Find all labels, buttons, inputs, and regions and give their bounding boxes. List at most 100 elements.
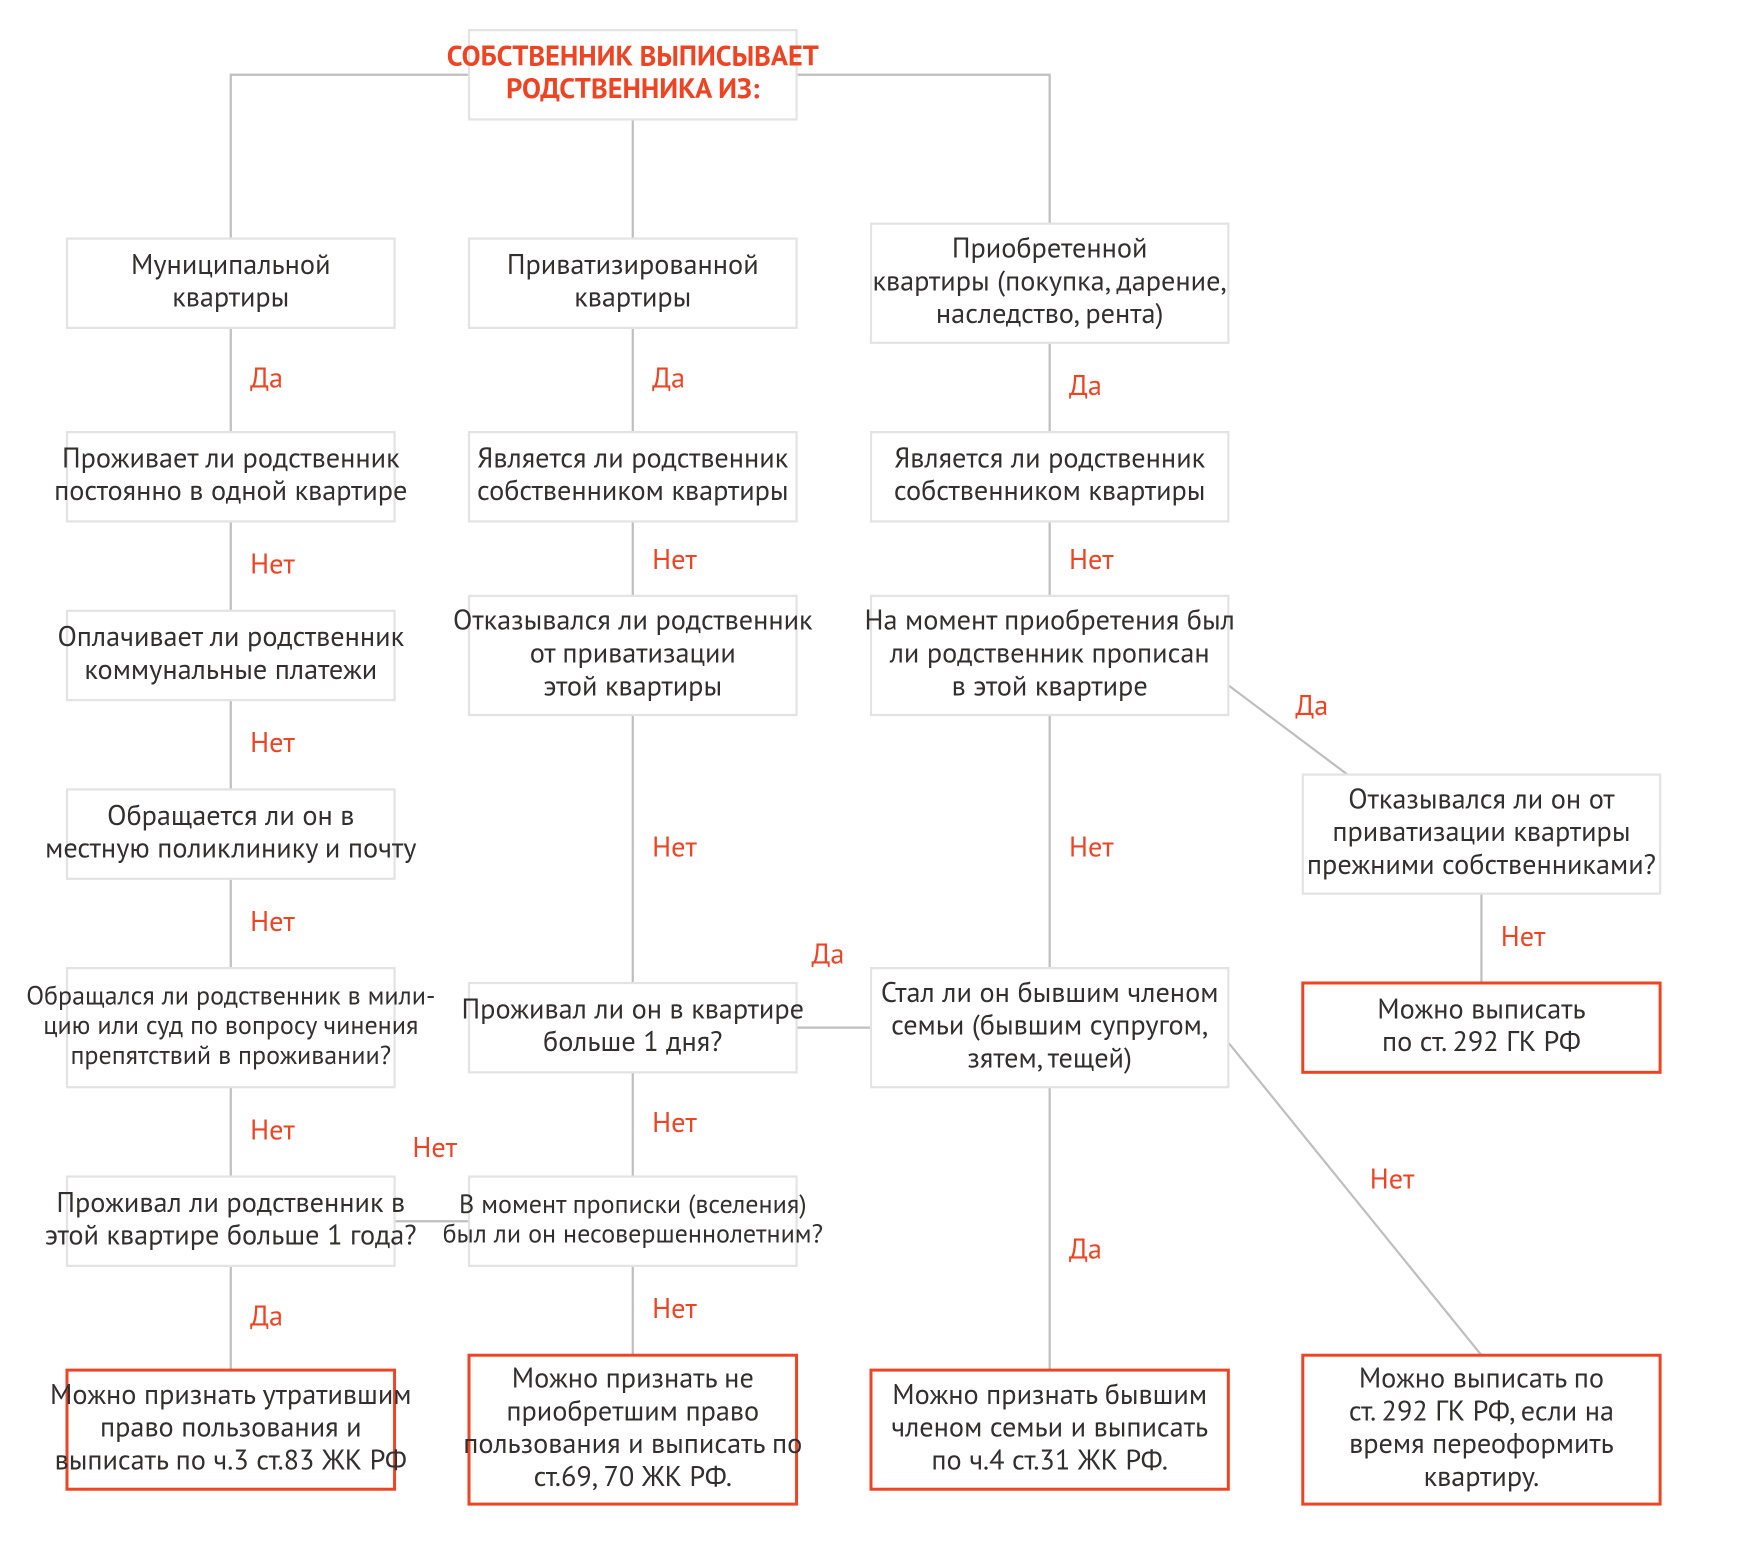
node-d2: Можно выписатьпо ст. 292 ГК РФ bbox=[1303, 983, 1660, 1072]
edge-label-21: Да bbox=[1069, 1229, 1102, 1266]
node-c1-line-0: Приобретенной bbox=[952, 229, 1148, 266]
node-a4-line-0: Обращается ли он в bbox=[107, 796, 354, 833]
node-c5-line-1: семьи (бывшим супругом, bbox=[891, 1006, 1208, 1043]
node-bR-line-1: приобретшим право bbox=[506, 1391, 759, 1428]
node-c2-line-1: собственником квартиры bbox=[894, 471, 1206, 508]
nodes: СОБСТВЕННИК ВЫПИСЫВАЕТРОДСТВЕННИКА ИЗ: Му… bbox=[26, 30, 1660, 1504]
node-d2-line-0: Можно выписать bbox=[1377, 989, 1585, 1026]
node-a3-line-0: Оплачивает ли родственник bbox=[57, 617, 404, 654]
node-b3: Отказывался ли родственникот приватизаци… bbox=[453, 596, 813, 715]
edge-2 bbox=[797, 75, 1050, 224]
node-cR-line-1: членом семьи и выписать bbox=[891, 1408, 1208, 1445]
edge-label-5: Да bbox=[1069, 366, 1102, 403]
edges bbox=[231, 75, 1482, 1370]
node-aR: Можно признать утратившимправо пользован… bbox=[50, 1370, 411, 1489]
edge-label-20: Нет bbox=[652, 1289, 697, 1326]
node-bR: Можно признать неприобретшим правопользо… bbox=[463, 1355, 802, 1504]
node-dR-line-1: ст. 292 ГК РФ, если на bbox=[1349, 1391, 1614, 1428]
node-dR-line-2: время переоформить bbox=[1349, 1424, 1614, 1461]
edge-label-15: Да bbox=[811, 935, 844, 972]
edge-label-18: Нет bbox=[412, 1128, 457, 1165]
edge-label-9: Нет bbox=[250, 723, 295, 760]
node-aR-line-0: Можно признать утратившим bbox=[50, 1375, 411, 1412]
node-cR-line-0: Можно признать бывшим bbox=[892, 1375, 1207, 1412]
node-c1-line-2: наследство, рента) bbox=[936, 294, 1164, 331]
node-c3-line-2: в этой квартире bbox=[952, 666, 1148, 703]
node-bR-line-3: ст.69, 70 ЖК РФ. bbox=[534, 1457, 732, 1494]
edge-label-13: Нет bbox=[1501, 917, 1546, 954]
edge-0 bbox=[231, 75, 469, 239]
node-b1-line-0: Приватизированной bbox=[507, 245, 759, 282]
edge-22 bbox=[1228, 1043, 1481, 1356]
node-title-line-1: РОДСТВЕННИКА ИЗ: bbox=[506, 69, 760, 106]
node-c5: Стал ли он бывшим членомсемьи (бывшим су… bbox=[871, 968, 1228, 1087]
node-a6: Проживал ли родственник вэтой квартире б… bbox=[45, 1177, 417, 1266]
node-aR-line-1: право пользования и bbox=[100, 1408, 362, 1445]
edge-label-4: Да bbox=[652, 358, 685, 395]
node-a3: Оплачивает ли родственниккоммунальные пл… bbox=[57, 611, 404, 700]
node-b3-line-2: этой квартиры bbox=[543, 666, 722, 703]
node-b3-line-0: Отказывался ли родственник bbox=[453, 601, 813, 638]
node-c3-line-1: ли родственник прописан bbox=[889, 634, 1210, 671]
node-a1: Муниципальнойквартиры bbox=[67, 239, 395, 328]
edge-label-16: Нет bbox=[250, 1110, 295, 1147]
edge-label-14: Нет bbox=[250, 902, 295, 939]
edge-label-10: Нет bbox=[652, 827, 697, 864]
node-dR: Можно выписать пост. 292 ГК РФ, если нав… bbox=[1303, 1355, 1660, 1504]
node-a5-line-2: препятствий в проживании? bbox=[70, 1038, 391, 1072]
node-a1-line-1: квартиры bbox=[172, 278, 289, 315]
node-b2-line-1: собственником квартиры bbox=[477, 471, 789, 508]
node-c2-line-0: Является ли родственник bbox=[894, 438, 1205, 475]
node-b5-line-0: Проживал ли он в квартире bbox=[462, 989, 804, 1026]
node-a2-line-0: Проживает ли родственник bbox=[62, 438, 400, 475]
node-d1-line-1: приватизации квартиры bbox=[1332, 812, 1630, 849]
node-bR-line-0: Можно признать не bbox=[512, 1359, 754, 1396]
edge-label-11: Нет bbox=[1069, 827, 1114, 864]
node-d1-line-0: Отказывался ли он от bbox=[1348, 779, 1615, 816]
edge-label-12: Да bbox=[1295, 686, 1328, 723]
edge-label-8: Нет bbox=[1069, 540, 1114, 577]
node-b1-line-1: квартиры bbox=[574, 278, 691, 315]
node-d1-line-2: прежними собственниками? bbox=[1307, 845, 1656, 882]
node-c2: Является ли родственниксобственником ква… bbox=[871, 432, 1228, 521]
node-b2-line-0: Является ли родственник bbox=[477, 438, 788, 475]
node-c1: Приобретеннойквартиры (покупка, дарение,… bbox=[871, 224, 1228, 343]
node-dR-line-3: квартиру. bbox=[1424, 1457, 1540, 1494]
node-b6: В момент прописки (вселения)был ли он не… bbox=[443, 1177, 823, 1266]
node-dR-line-0: Можно выписать по bbox=[1359, 1359, 1604, 1396]
node-c5-line-2: зятем, тещей) bbox=[967, 1038, 1131, 1075]
node-cR-line-2: по ч.4 ст.31 ЖК РФ. bbox=[931, 1440, 1168, 1477]
edge-label-19: Да bbox=[250, 1296, 283, 1333]
node-c5-line-0: Стал ли он бывшим членом bbox=[881, 973, 1219, 1010]
edge-label-6: Нет bbox=[250, 545, 295, 582]
node-bR-line-2: пользования и выписать по bbox=[463, 1424, 802, 1461]
node-a6-line-0: Проживал ли родственник в bbox=[56, 1183, 405, 1220]
node-a4-line-1: местную поликлинику и почту bbox=[45, 829, 416, 866]
node-d1: Отказывался ли он отприватизации квартир… bbox=[1303, 775, 1660, 894]
flowchart: СОБСТВЕННИК ВЫПИСЫВАЕТРОДСТВЕННИКА ИЗ: Му… bbox=[0, 0, 1742, 1564]
node-d2-line-1: по ст. 292 ГК РФ bbox=[1382, 1022, 1581, 1059]
node-b5: Проживал ли он в квартиребольше 1 дня? bbox=[462, 983, 804, 1072]
node-c3: На момент приобретения былли родственник… bbox=[864, 596, 1234, 715]
node-cR: Можно признать бывшимчленом семьи и выпи… bbox=[871, 1370, 1228, 1489]
node-b5-line-1: больше 1 дня? bbox=[543, 1022, 722, 1059]
node-c1-line-1: квартиры (покупка, дарение, bbox=[873, 261, 1227, 298]
node-b6-line-1: был ли он несовершеннолетним? bbox=[443, 1217, 823, 1251]
node-a3-line-1: коммунальные платежи bbox=[84, 650, 377, 687]
node-b2: Является ли родственниксобственником ква… bbox=[469, 432, 797, 521]
node-a1-line-0: Муниципальной bbox=[131, 245, 330, 282]
edge-label-22: Нет bbox=[1370, 1159, 1415, 1196]
node-a6-line-1: этой квартире больше 1 года? bbox=[45, 1216, 417, 1253]
edge-12 bbox=[1228, 685, 1347, 774]
node-a2-line-1: постоянно в одной квартире bbox=[54, 471, 407, 508]
node-title: СОБСТВЕННИК ВЫПИСЫВАЕТРОДСТВЕННИКА ИЗ: bbox=[447, 30, 819, 119]
node-b1: Приватизированнойквартиры bbox=[469, 239, 797, 328]
edge-label-7: Нет bbox=[652, 540, 697, 577]
node-aR-line-2: выписать по ч.3 ст.83 ЖК РФ bbox=[55, 1440, 407, 1477]
edge-label-17: Нет bbox=[652, 1103, 697, 1140]
node-a4: Обращается ли он вместную поликлинику и … bbox=[45, 789, 416, 878]
node-title-line-0: СОБСТВЕННИК ВЫПИСЫВАЕТ bbox=[447, 36, 819, 73]
edge-label-3: Да bbox=[250, 358, 283, 395]
node-a5: Обращался ли родственник в мили-цию или … bbox=[26, 968, 435, 1087]
node-a2: Проживает ли родственникпостоянно в одно… bbox=[54, 432, 407, 521]
